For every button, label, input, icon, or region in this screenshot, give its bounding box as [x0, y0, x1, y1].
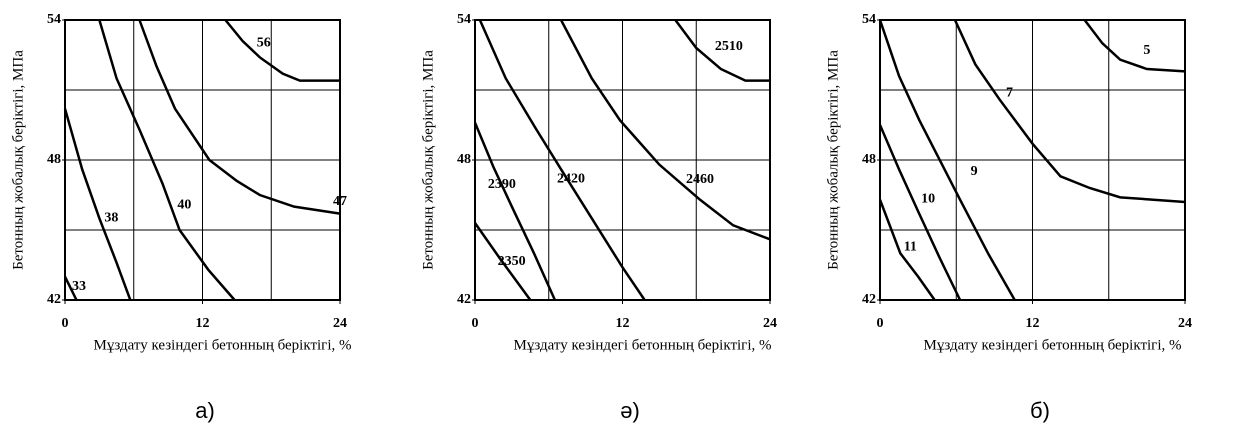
curve-label: 40 [177, 198, 191, 213]
x-tick-label: 0 [472, 316, 479, 331]
y-axis-label: Бетонның жобалық беріктігі, МПа [420, 50, 436, 270]
curve [953, 19, 1186, 204]
curve-label: 47 [333, 194, 347, 209]
curve [1083, 19, 1186, 73]
y-axis-label: Бетонның жобалық беріктігі, МПа [825, 50, 841, 270]
curve-label: 2460 [686, 172, 714, 187]
x-tick-label: 0 [877, 316, 884, 331]
y-tick-label: 54 [47, 12, 61, 27]
x-tick-label: 12 [196, 316, 210, 331]
x-tick-label: 12 [1026, 316, 1040, 331]
y-tick-label: 54 [862, 12, 876, 27]
caption: б) [1030, 398, 1050, 423]
curve [559, 19, 771, 241]
curve [63, 108, 132, 301]
curve-label: 2510 [715, 39, 743, 54]
x-tick-label: 12 [616, 316, 630, 331]
curve [473, 122, 557, 301]
curve-label: 11 [904, 240, 917, 255]
x-tick-label: 24 [1178, 316, 1192, 331]
curve [63, 276, 78, 301]
curve-label: 10 [921, 192, 935, 207]
y-tick-label: 42 [862, 292, 876, 307]
caption: а) [195, 398, 215, 423]
y-tick-label: 48 [457, 152, 471, 167]
y-tick-label: 48 [862, 152, 876, 167]
x-axis-label: Мұздату кезіндегі бетонның беріктігі, % [94, 337, 352, 353]
curve-label: 7 [1006, 86, 1013, 101]
x-tick-label: 24 [763, 316, 777, 331]
curve [878, 19, 1016, 301]
y-tick-label: 54 [457, 12, 471, 27]
curve-label: 2420 [557, 172, 585, 187]
curve [98, 19, 236, 301]
curve-label: 9 [971, 164, 978, 179]
x-axis-label: Мұздату кезіндегі бетонның беріктігі, % [924, 337, 1182, 353]
curve-label: 2350 [498, 254, 526, 269]
caption: ә) [620, 398, 640, 423]
curve-label: 33 [72, 279, 86, 294]
x-tick-label: 0 [62, 316, 69, 331]
curve [478, 19, 646, 301]
x-tick-label: 24 [333, 316, 347, 331]
curve [674, 19, 770, 82]
curve-label: 2390 [488, 177, 516, 192]
y-axis-label: Бетонның жобалық беріктігі, МПа [10, 50, 26, 270]
curve-label: 56 [257, 36, 271, 51]
curve [878, 124, 962, 301]
x-axis-label: Мұздату кезіндегі бетонның беріктігі, % [514, 337, 772, 353]
curve [473, 222, 532, 301]
curve-label: 38 [104, 211, 118, 226]
curve [878, 199, 936, 301]
y-tick-label: 42 [47, 292, 61, 307]
curve-label: 5 [1143, 43, 1150, 58]
curve [138, 19, 341, 215]
curve [224, 19, 340, 82]
y-tick-label: 42 [457, 292, 471, 307]
y-tick-label: 48 [47, 152, 61, 167]
